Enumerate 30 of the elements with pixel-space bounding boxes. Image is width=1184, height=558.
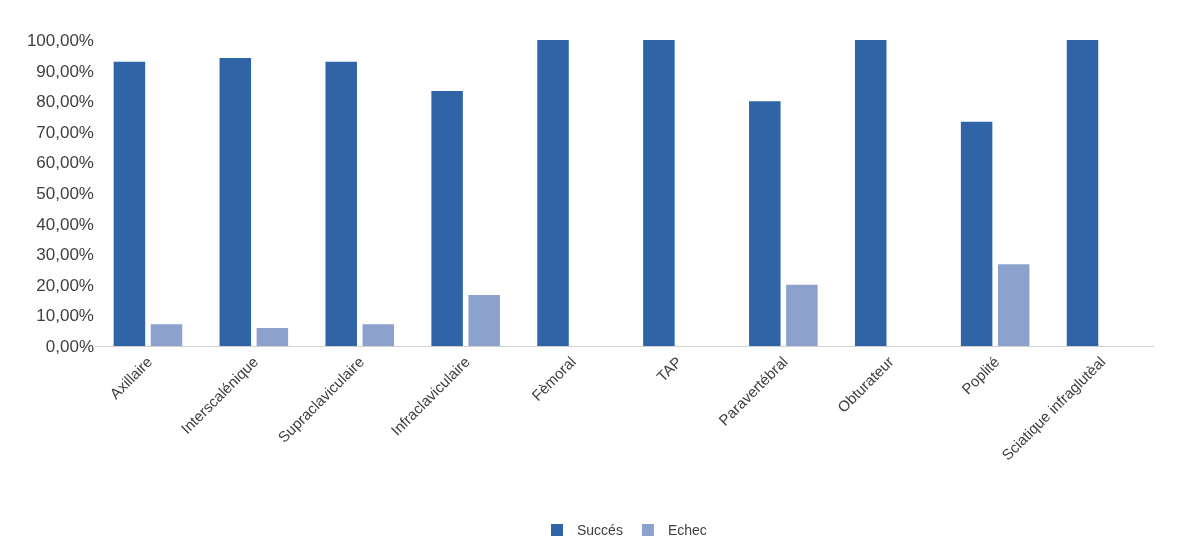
y-tick-label: 90,00% bbox=[36, 61, 94, 81]
y-tick-label: 10,00% bbox=[36, 306, 94, 326]
bar bbox=[997, 264, 1030, 346]
y-tick-label: 30,00% bbox=[36, 245, 94, 265]
bar bbox=[960, 121, 993, 346]
y-tick-label: 0,00% bbox=[45, 336, 94, 356]
bar bbox=[749, 101, 781, 346]
legend-label: Succés bbox=[577, 522, 623, 539]
bar bbox=[362, 324, 395, 346]
bar bbox=[537, 40, 569, 346]
y-tick-label: 20,00% bbox=[36, 275, 94, 295]
bar bbox=[113, 61, 146, 346]
y-tick-label: 40,00% bbox=[36, 214, 94, 234]
y-tick-label: 70,00% bbox=[36, 122, 94, 142]
bar bbox=[431, 91, 463, 346]
bar bbox=[468, 294, 500, 346]
legend-label: Echec bbox=[667, 522, 707, 539]
y-tick-label: 100,00% bbox=[26, 30, 94, 50]
bar bbox=[150, 324, 183, 346]
bar bbox=[1066, 40, 1099, 346]
bar bbox=[643, 40, 675, 346]
y-tick-label: 50,00% bbox=[36, 183, 94, 203]
bar bbox=[325, 61, 357, 346]
y-tick-label: 80,00% bbox=[36, 92, 94, 112]
bar bbox=[219, 58, 252, 346]
bar bbox=[854, 40, 887, 346]
y-tick-label: 60,00% bbox=[36, 153, 94, 173]
bar bbox=[256, 327, 289, 346]
x-tick-label: TAP bbox=[653, 352, 685, 385]
bar bbox=[786, 284, 818, 346]
